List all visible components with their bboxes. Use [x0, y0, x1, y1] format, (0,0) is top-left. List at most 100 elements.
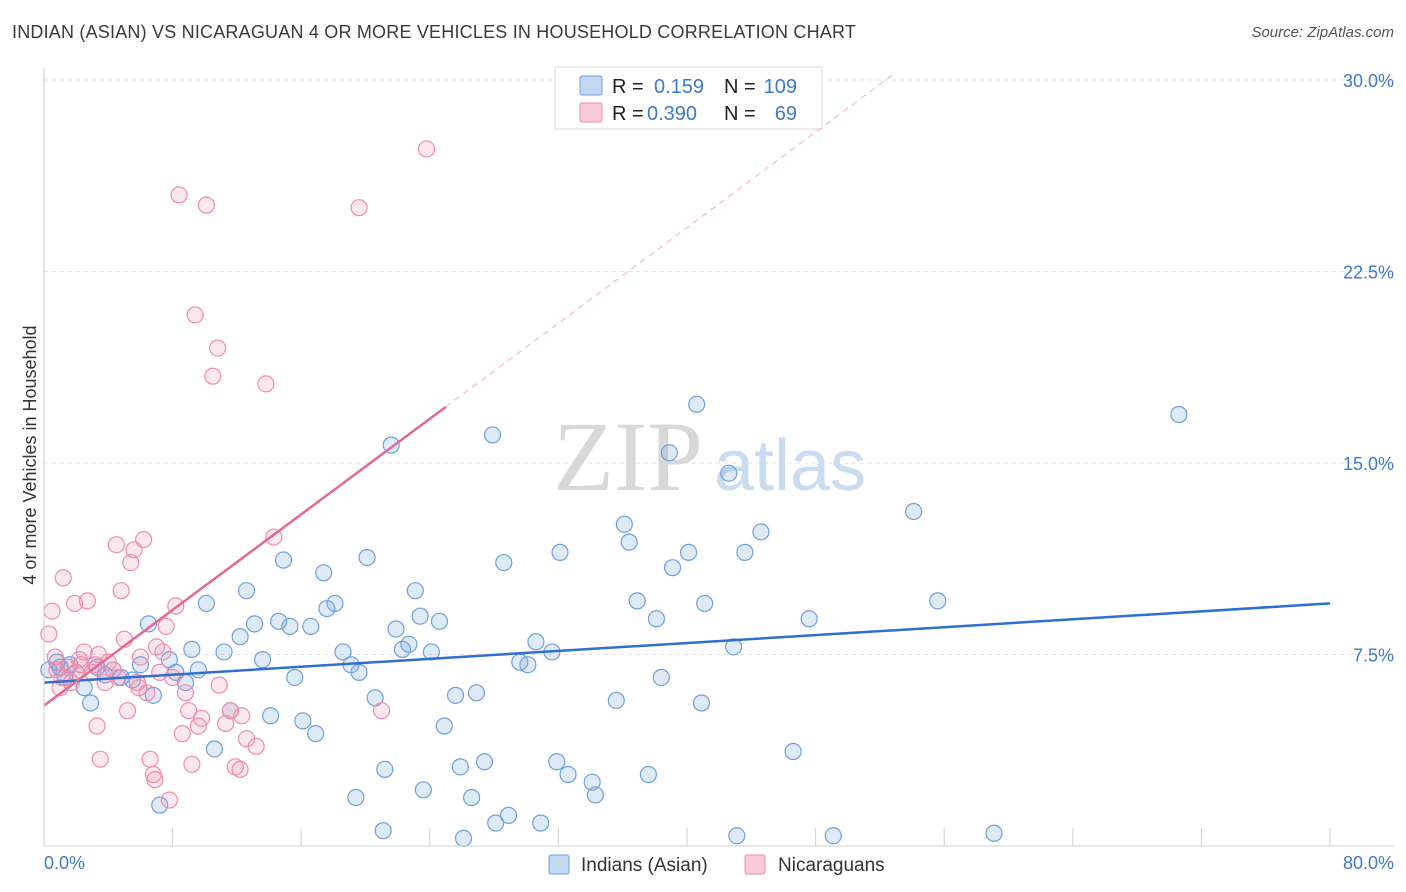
nicaraguans-point — [122, 553, 140, 572]
y-tick-label: 22.5% — [1343, 263, 1394, 283]
indians-point — [532, 814, 550, 832]
indians-point — [660, 444, 678, 462]
indians-point — [495, 553, 513, 572]
indians-point — [245, 615, 264, 633]
nicaraguans-trend-extension — [445, 71, 897, 408]
indians-point — [406, 582, 424, 600]
indians-point — [527, 633, 545, 651]
nicaraguans-point — [173, 725, 191, 743]
indians-point — [82, 694, 100, 712]
nicaraguans-point — [186, 306, 204, 324]
indians-point — [736, 543, 754, 561]
legend-n-label-blue: N = — [724, 76, 756, 98]
correlation-legend: R = 0.159 N = 109 R = 0.390 N = 69 — [554, 66, 823, 130]
nicaraguans-point — [46, 648, 64, 666]
legend-r-value-pink: 0.390 — [647, 103, 697, 125]
indians-point — [725, 638, 743, 656]
nicaraguans-point — [86, 656, 105, 674]
indians-point — [985, 824, 1003, 842]
chart-title: INDIAN (ASIAN) VS NICARAGUAN 4 OR MORE V… — [12, 22, 857, 42]
indians-point — [197, 594, 215, 613]
indians-point — [451, 758, 469, 776]
indians-trend-line — [43, 602, 1331, 684]
series-label-indians: Indians (Asian) — [581, 855, 708, 876]
chart-source: Source: ZipAtlas.com — [1251, 24, 1394, 41]
indians-point — [430, 612, 449, 630]
series-label-nicaraguans: Nicaraguans — [778, 855, 885, 876]
y-tick-label: 7.5% — [1353, 646, 1394, 666]
indians-point — [462, 788, 481, 807]
indians-point — [586, 786, 604, 804]
nicaraguans-point — [247, 737, 265, 756]
nicaraguans-point — [160, 791, 178, 809]
indians-point — [559, 765, 577, 784]
indians-point — [205, 740, 223, 758]
indians-point — [334, 643, 352, 661]
indians-point — [551, 543, 569, 561]
nicaraguans-point — [189, 717, 207, 735]
indians-point — [281, 617, 299, 636]
nicaraguans-point — [118, 702, 137, 720]
indians-point — [628, 592, 646, 610]
nicaraguans-point — [72, 656, 90, 674]
indians-point — [302, 617, 320, 636]
series-swatch-nicaraguans — [744, 854, 766, 875]
indians-point — [519, 656, 537, 674]
indians-point — [286, 668, 304, 687]
indians-point — [639, 765, 658, 784]
nicaraguans-point — [183, 755, 201, 773]
indians-point — [274, 551, 293, 569]
nicaraguans-point — [131, 648, 150, 666]
nicaraguans-point — [157, 617, 175, 636]
legend-n-label-pink: N = — [724, 103, 756, 125]
nicaraguans-point — [170, 186, 188, 204]
nicaraguans-point — [154, 643, 172, 661]
nicaraguans-point — [130, 679, 148, 697]
indians-point — [652, 668, 670, 687]
indians-point — [692, 694, 711, 712]
legend-n-value-pink: 69 — [775, 103, 797, 125]
x-tick-label-max: 80.0% — [1343, 853, 1394, 873]
nicaraguans-point — [78, 592, 97, 610]
nicaraguans-point — [180, 702, 198, 720]
nicaraguans-point — [90, 645, 108, 664]
nicaraguans-point — [226, 758, 244, 776]
y-tick-label: 15.0% — [1343, 454, 1394, 474]
legend-swatch-pink — [579, 102, 603, 123]
nicaraguans-point — [65, 594, 84, 613]
axis-layer: 7.5% 15.0% 22.5% 30.0% — [43, 68, 1394, 847]
indians-point — [326, 594, 344, 613]
nicaraguans-point — [141, 750, 159, 768]
nicaraguans-point — [88, 717, 106, 735]
indians-point — [183, 640, 201, 658]
nicaraguans-point — [197, 196, 215, 214]
indians-point — [387, 620, 405, 638]
indians-point — [720, 464, 738, 482]
indians-point — [800, 610, 818, 628]
nicaraguans-point — [112, 582, 130, 600]
nicaraguans-point — [146, 771, 164, 789]
indians-point — [752, 523, 770, 541]
nicaraguans-point — [54, 569, 72, 587]
indians-point — [376, 760, 394, 779]
indians-point — [680, 543, 698, 561]
indians-point — [824, 827, 842, 845]
indians-point — [215, 643, 233, 661]
indians-point — [454, 829, 473, 847]
indians-point — [483, 426, 502, 444]
nicaraguans-point — [209, 339, 227, 357]
indians-point — [647, 610, 666, 628]
indians-point — [467, 684, 486, 702]
indians-point — [548, 753, 566, 771]
watermark-zip-text: ZIP — [553, 401, 703, 512]
indians-point — [315, 564, 333, 582]
nicaraguans-point — [233, 707, 251, 725]
nicaraguans-point — [176, 684, 195, 702]
indians-point — [414, 781, 432, 799]
indians-point — [350, 663, 368, 681]
grid-layer — [44, 79, 1394, 655]
indians-point — [139, 615, 158, 633]
indians-point — [475, 753, 494, 771]
indians-point — [347, 788, 365, 807]
